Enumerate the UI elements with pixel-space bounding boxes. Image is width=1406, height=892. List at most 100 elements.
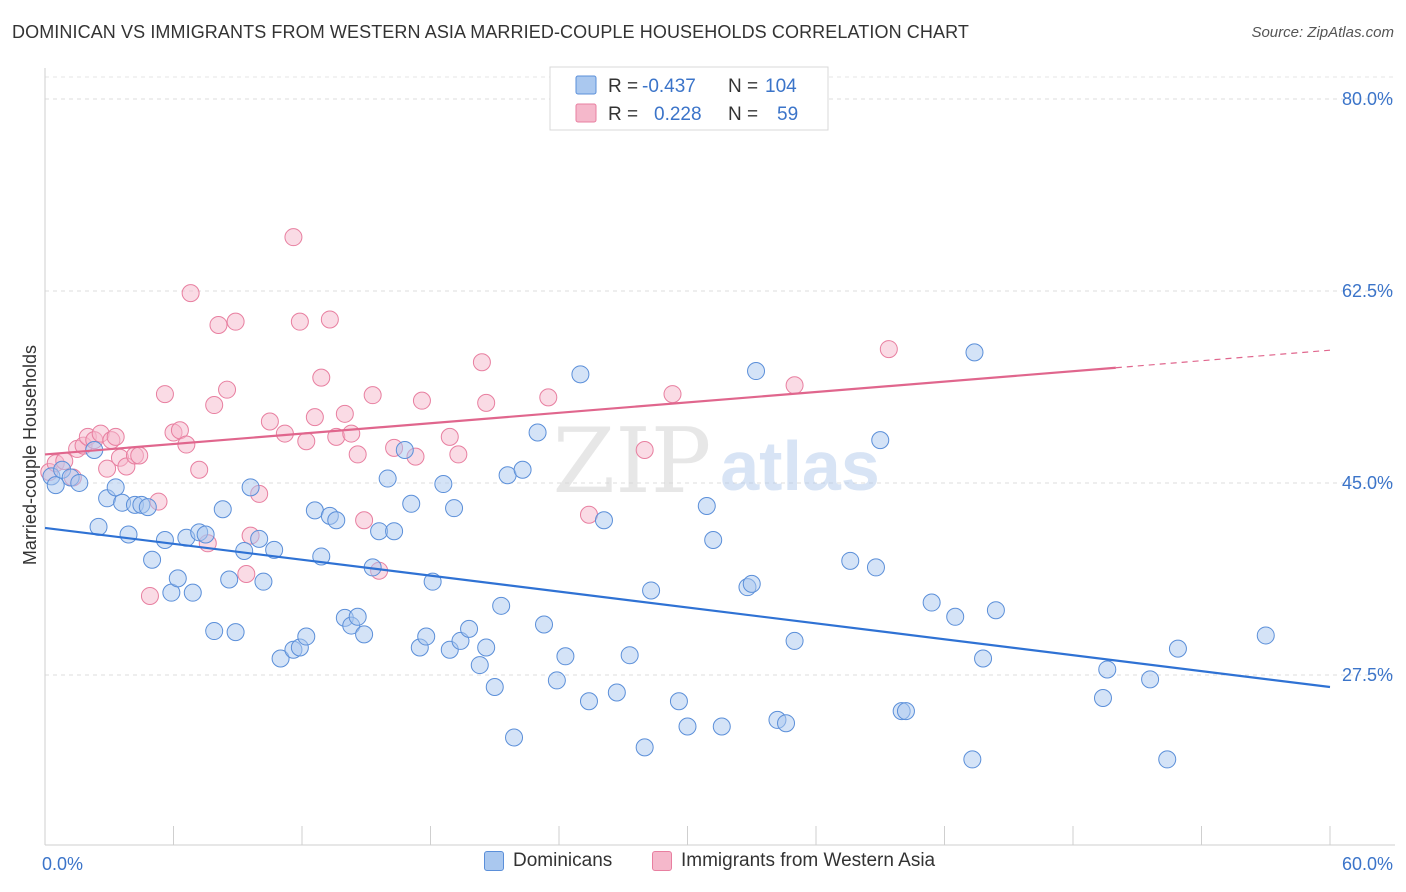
dominicans-point [1168, 639, 1187, 658]
dominicans-point [434, 475, 453, 494]
dominicans-point [896, 702, 915, 721]
chart-title: DOMINICAN VS IMMIGRANTS FROM WESTERN ASI… [12, 22, 969, 42]
western-asia-point [440, 427, 459, 446]
dominicans-point [106, 478, 125, 497]
dominicans-point [46, 476, 65, 495]
dominicans-point [492, 596, 511, 615]
dominicans-point [669, 692, 688, 711]
western-asia-point [106, 427, 125, 446]
dominicans-point [119, 525, 138, 544]
dominicans-point [505, 728, 524, 747]
dominicans-point [138, 498, 157, 517]
western-asia-point [305, 408, 324, 427]
dominicans-point [250, 529, 269, 548]
western-asia-point [226, 312, 245, 331]
western-asia-point [539, 388, 558, 407]
dominicans-point [986, 601, 1005, 620]
dominicans-point [370, 522, 389, 541]
dominicans-point [1093, 688, 1112, 707]
dominicans-point [528, 423, 547, 442]
dominicans-point [712, 717, 731, 736]
dominicans-point [841, 551, 860, 570]
dominicans-point [742, 574, 761, 593]
western-asia-point [472, 353, 491, 372]
legend-item-dominicans: Dominicans [484, 850, 612, 872]
western-asia-point [260, 412, 279, 431]
dominicans-point [477, 638, 496, 657]
western-asia-point [449, 445, 468, 464]
dominicans-point [556, 647, 575, 666]
dominicans-point [168, 569, 187, 588]
dominicans-point [1256, 626, 1275, 645]
western-asia-point [477, 393, 496, 412]
western-asia-point [412, 391, 431, 410]
dominicans-point [470, 656, 489, 675]
western-asia-point [98, 459, 117, 478]
western-asia-point [205, 396, 224, 415]
dominicans-point [704, 530, 723, 549]
dominicans-point [777, 714, 796, 733]
legend-n-value-2: 59 [777, 104, 798, 125]
tick-labels: 27.5% 45.0% 62.5% 80.0% 0.0% 60.0% [42, 89, 1393, 874]
dominicans-point [697, 496, 716, 515]
dominicans-point [445, 499, 464, 518]
series-dominicans-points [42, 343, 1275, 769]
dominicans-point [747, 362, 766, 381]
western-asia-point [879, 340, 898, 359]
dominicans-point [417, 627, 436, 646]
legend-r-value-1: -0.437 [642, 76, 696, 97]
western-asia-point [209, 315, 228, 334]
dominicans-point [305, 501, 324, 520]
x-tick-label-max: 60.0% [1342, 854, 1393, 874]
western-asia-trend-extension [1115, 349, 1331, 369]
dominicans-point [205, 622, 224, 641]
dominicans-point [265, 540, 284, 559]
axes [44, 68, 1395, 846]
watermark-atlas: atlas [720, 427, 880, 505]
dominicans-point [498, 466, 517, 485]
legend-swatch-western-asia [652, 851, 672, 871]
x-tick-label-min: 0.0% [42, 854, 83, 874]
dominicans-point [460, 619, 479, 638]
dominicans-point [965, 343, 984, 362]
dominicans-point [385, 522, 404, 541]
dominicans-trend-line [44, 526, 1331, 689]
dominicans-point [1141, 670, 1160, 689]
dominicans-point [402, 494, 421, 513]
western-asia-point [335, 404, 354, 423]
western-asia-point [130, 446, 149, 465]
source-credit: Source: ZipAtlas.com [1251, 24, 1394, 41]
western-asia-point [284, 228, 303, 247]
legend-item-western-asia: Immigrants from Western Asia [652, 850, 935, 872]
dominicans-point [620, 646, 639, 665]
western-asia-point [355, 511, 374, 530]
western-asia-point [342, 424, 361, 443]
western-asia-point [312, 368, 331, 387]
dominicans-point [571, 365, 590, 384]
dominicans-point [220, 570, 239, 589]
trend-lines [44, 349, 1331, 689]
dominicans-point [1098, 660, 1117, 679]
y-tick-label: 62.5% [1342, 281, 1393, 301]
dominicans-point [579, 692, 598, 711]
dominicans-point [70, 473, 89, 492]
dominicans-point [547, 671, 566, 690]
western-asia-point [320, 310, 339, 329]
series-legend: Dominicans Immigrants from Western Asia [0, 850, 1406, 880]
dominicans-point [226, 623, 245, 642]
legend-swatch-pink [575, 103, 597, 123]
western-asia-point [635, 441, 654, 460]
western-asia-point [181, 284, 200, 303]
legend-label-western-asia: Immigrants from Western Asia [681, 850, 936, 871]
dominicans-point [378, 469, 397, 488]
dominicans-point [355, 625, 374, 644]
dominicans-point [785, 631, 804, 650]
dominicans-point [395, 441, 414, 460]
western-asia-point [348, 445, 367, 464]
western-asia-point [785, 376, 804, 395]
western-asia-point [237, 565, 256, 584]
legend-n-label-1: N = [728, 76, 758, 97]
dominicans-point [297, 627, 316, 646]
legend-r-label-2: R = [608, 104, 638, 125]
